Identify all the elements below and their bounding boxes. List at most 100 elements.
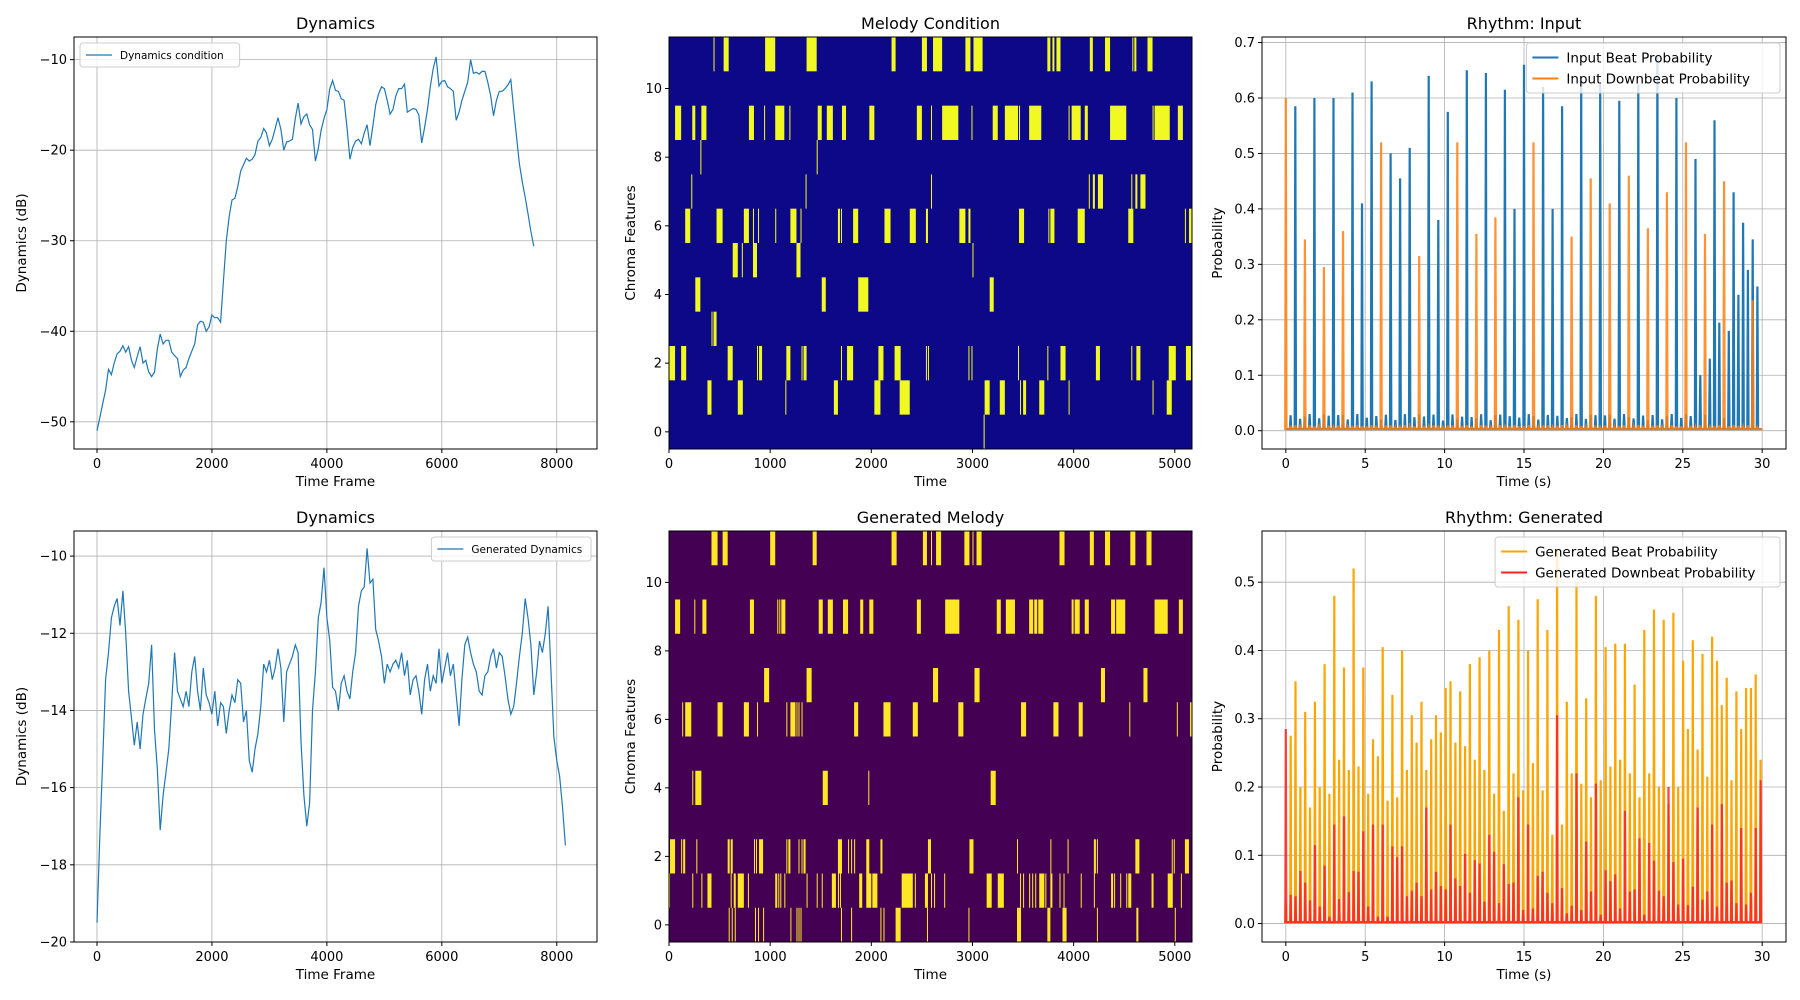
series-line — [96, 56, 535, 432]
x-tick-label: 4000 — [310, 950, 343, 965]
y-tick-label: 0.4 — [1234, 202, 1255, 217]
heatmap-cell — [1111, 599, 1116, 634]
heatmap-cell — [1152, 105, 1154, 140]
heatmap-cell — [1093, 839, 1096, 874]
heatmap-cell — [1067, 839, 1069, 874]
heatmap-cell — [759, 346, 763, 381]
heatmap-cell — [916, 105, 922, 140]
heatmap-cell — [1071, 105, 1081, 140]
x-tick-label: 30 — [1754, 457, 1771, 472]
chart-title: Melody Condition — [861, 14, 1000, 33]
heatmap-cell — [1166, 380, 1172, 415]
heatmap-cell — [839, 873, 841, 908]
heatmap-cell — [694, 599, 696, 634]
heatmap-cell — [1134, 37, 1137, 72]
y-tick-label: −40 — [40, 325, 67, 340]
heatmap-cell — [713, 37, 715, 72]
heatmap-cell — [796, 907, 798, 942]
y-tick-label: −10 — [40, 550, 67, 565]
heatmap-cell — [931, 531, 933, 566]
heatmap-cell — [786, 839, 788, 874]
heatmap-cell — [798, 839, 800, 874]
x-tick-label: 5000 — [1158, 950, 1191, 965]
heatmap-cell — [1176, 702, 1178, 737]
heatmap-cell — [1063, 873, 1065, 908]
heatmap-cell — [1154, 105, 1170, 140]
heatmap-cell — [872, 873, 878, 908]
y-tick-label: 10 — [645, 82, 662, 97]
heatmap-cell — [777, 599, 779, 634]
heatmap-cell — [675, 599, 681, 634]
heatmap-cell — [1050, 208, 1055, 243]
heatmap-cell — [757, 346, 759, 381]
heatmap-cell — [765, 37, 776, 72]
y-tick-label: 0 — [654, 425, 662, 440]
heatmap-cell — [1084, 599, 1089, 634]
heatmap-cell — [842, 599, 849, 634]
axes-frame — [73, 36, 598, 450]
y-tick-label: −18 — [40, 858, 67, 873]
heatmap-cell — [833, 380, 838, 415]
heatmap-cell — [996, 599, 1001, 634]
heatmap-cell — [1019, 208, 1025, 243]
heatmap-cell — [1184, 208, 1186, 243]
heatmap-cell — [1097, 174, 1103, 209]
x-tick-label: 5 — [1361, 950, 1369, 965]
heatmap-cell — [1128, 208, 1134, 243]
heatmap-cell — [1050, 839, 1052, 874]
heatmap-cell — [701, 105, 707, 140]
heatmap-cell — [869, 105, 875, 140]
y-tick-label: 8 — [654, 151, 662, 166]
heatmap-cell — [827, 599, 833, 634]
heatmap-cell — [796, 702, 798, 737]
heatmap-cell — [1185, 346, 1191, 381]
heatmap-cell — [854, 702, 859, 737]
heatmap-cell — [702, 599, 707, 634]
heatmap-cell — [1029, 105, 1042, 140]
heatmap-cell — [1071, 599, 1074, 634]
legend-label: Generated Dynamics — [471, 544, 582, 556]
heatmap-cell — [1189, 702, 1192, 737]
heatmap-cell — [758, 907, 760, 942]
y-axis-label: Probability — [1210, 207, 1226, 278]
heatmap-cell — [934, 873, 936, 908]
heatmap-cell — [707, 873, 712, 908]
heatmap-cell — [1129, 702, 1131, 737]
heatmap-cell — [1180, 873, 1182, 908]
heatmap-cell — [1089, 531, 1094, 566]
heatmap-cell — [695, 277, 701, 312]
heatmap-cell — [711, 531, 718, 566]
heatmap-cell — [926, 907, 928, 942]
heatmap-cell — [737, 380, 743, 415]
melody-condition-heatmap: 0 1000 2000 3000 4000 5000 0 2 4 6 8 10 Melody Condi… — [623, 14, 1193, 490]
heatmap-cell — [1177, 105, 1183, 140]
heatmap-cell — [790, 208, 797, 243]
legend: Dynamics condition — [79, 42, 241, 68]
heatmap-cell — [723, 37, 729, 72]
legend: Input Beat Probability Input Downbeat Pro… — [1525, 42, 1781, 94]
heatmap-cell — [968, 346, 970, 381]
heatmap-cell — [936, 531, 942, 566]
series-spikes — [1284, 97, 1763, 431]
heatmap-cell — [681, 839, 683, 874]
heatmap-cell — [1089, 37, 1093, 72]
heatmap-cell — [969, 839, 974, 874]
heatmap-cell — [1016, 907, 1022, 942]
y-tick-label: −20 — [40, 144, 67, 159]
series-line — [96, 548, 566, 923]
heatmap-cell — [816, 140, 818, 175]
heatmap-cell — [759, 839, 764, 874]
heatmap-cell — [749, 599, 754, 634]
chart-title: Generated Melody — [857, 508, 1004, 527]
heatmap-cell — [803, 839, 806, 874]
heatmap-cell — [1062, 907, 1067, 942]
heatmap-cell — [730, 873, 732, 908]
y-axis-label: Chroma Features — [623, 185, 639, 300]
heatmap-cell — [741, 243, 743, 278]
heatmap-cell — [1018, 346, 1020, 381]
x-tick-label: 5 — [1361, 457, 1369, 472]
y-tick-label: 0.7 — [1234, 36, 1255, 51]
heatmap-cell — [800, 907, 802, 942]
heatmap-cell — [1077, 208, 1085, 243]
x-tick-label: 2000 — [855, 457, 888, 472]
